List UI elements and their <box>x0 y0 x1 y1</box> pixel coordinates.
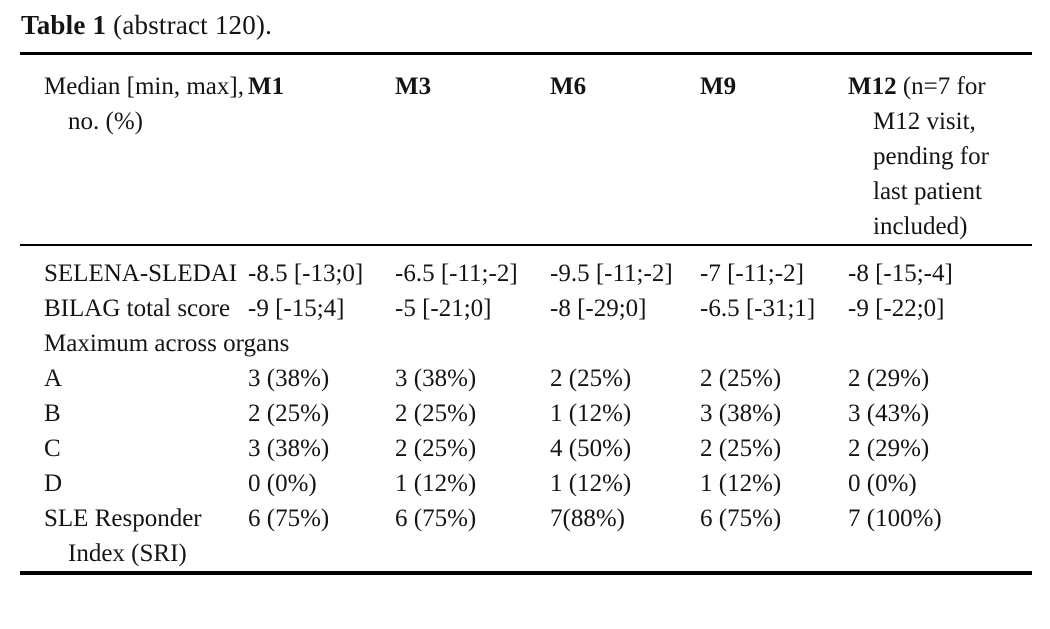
cell-value: 1 (12%) <box>550 400 632 427</box>
row-label: SELENA-SLEDAI <box>44 260 238 287</box>
cell-value: 7(88%) <box>550 505 625 532</box>
column-header-m1: M1 <box>248 53 395 246</box>
table-header: Median [min, max], no. (%) M1 M3 M6 M9 M… <box>20 53 1032 246</box>
table-body: SELENA-SLEDAI -8.5 [-13;0] -6.5 [-11;-2]… <box>20 245 1032 573</box>
cell-value: 4 (50%) <box>550 435 632 462</box>
cell-value: 0 (0%) <box>248 470 317 497</box>
cell-value: -5 [-21;0] <box>395 295 492 322</box>
cell-value: 2 (25%) <box>550 365 632 392</box>
cell-value: 1 (12%) <box>395 470 477 497</box>
row-label-span: Maximum across organs <box>44 330 290 357</box>
cell-value: 6 (75%) <box>248 505 330 532</box>
cell-value: 3 (38%) <box>248 365 330 392</box>
row-label: D <box>44 470 63 497</box>
cell-value: 3 (38%) <box>248 435 330 462</box>
cell-value: 3 (43%) <box>848 400 930 427</box>
cell-value: -8.5 [-13;0] <box>248 260 364 287</box>
cell-value: 2 (29%) <box>848 365 930 392</box>
cell-value: 6 (75%) <box>700 505 782 532</box>
cell-value: 2 (25%) <box>395 400 477 427</box>
cell-value: -9 [-22;0] <box>848 295 945 322</box>
cell-value: -9 [-15;4] <box>248 295 345 322</box>
row-label: C <box>44 435 61 462</box>
abstract-table: Median [min, max], no. (%) M1 M3 M6 M9 M… <box>20 52 1032 575</box>
table-row-maximum-across-organs: Maximum across organs <box>20 326 1032 361</box>
cell-value: 3 (38%) <box>700 400 782 427</box>
table-caption-text: (abstract 120). <box>113 10 273 40</box>
table-caption: Table 1 (abstract 120). <box>21 8 1032 42</box>
cell-value: 2 (25%) <box>395 435 477 462</box>
table-row-selena-sledai: SELENA-SLEDAI -8.5 [-13;0] -6.5 [-11;-2]… <box>20 245 1032 291</box>
cell-value: -8 [-15;-4] <box>848 260 953 287</box>
cell-value: 3 (38%) <box>395 365 477 392</box>
table-caption-number: Table 1 <box>21 10 107 40</box>
cell-value: 2 (25%) <box>700 365 782 392</box>
row-label: BILAG total score <box>44 295 231 322</box>
column-header-m3: M3 <box>395 53 550 246</box>
table-row-bilag-total-score: BILAG total score -9 [-15;4] -5 [-21;0] … <box>20 291 1032 326</box>
header-row: Median [min, max], no. (%) M1 M3 M6 M9 M… <box>20 53 1032 246</box>
cell-value: 2 (25%) <box>248 400 330 427</box>
column-header-m1-label: M1 <box>248 73 285 100</box>
cell-value: -7 [-11;-2] <box>700 260 804 287</box>
cell-value: 0 (0%) <box>848 470 917 497</box>
row-label: SLE Responder Index (SRI) <box>44 505 202 567</box>
row-label: A <box>44 365 63 392</box>
column-header-m12-label: M12 <box>848 73 897 100</box>
table-row-organ-d: D 0 (0%) 1 (12%) 1 (12%) 1 (12%) 0 (0%) <box>20 466 1032 501</box>
column-header-m12-note: (n=7 for M12 visit, pending for last pat… <box>873 73 989 240</box>
cell-value: 2 (29%) <box>848 435 930 462</box>
table-row-organ-b: B 2 (25%) 2 (25%) 1 (12%) 3 (38%) 3 (43%… <box>20 396 1032 431</box>
column-header-m3-label: M3 <box>395 73 432 100</box>
column-header-m6-label: M6 <box>550 73 587 100</box>
page: Table 1 (abstract 120). Median [min, max… <box>20 8 1032 575</box>
cell-value: 7 (100%) <box>848 505 942 532</box>
cell-value: 1 (12%) <box>700 470 782 497</box>
table-row-organ-c: C 3 (38%) 2 (25%) 4 (50%) 2 (25%) 2 (29%… <box>20 431 1032 466</box>
cell-value: -9.5 [-11;-2] <box>550 260 673 287</box>
cell-value: -6.5 [-31;1] <box>700 295 816 322</box>
table-row-organ-a: A 3 (38%) 3 (38%) 2 (25%) 2 (25%) 2 (29%… <box>20 361 1032 396</box>
cell-value: 1 (12%) <box>550 470 632 497</box>
cell-value: -8 [-29;0] <box>550 295 647 322</box>
column-header-m9: M9 <box>700 53 848 246</box>
cell-value: -6.5 [-11;-2] <box>395 260 518 287</box>
column-header-m9-label: M9 <box>700 73 737 100</box>
row-label: B <box>44 400 61 427</box>
column-header-m12: M12 (n=7 for M12 visit, pending for last… <box>848 53 1032 246</box>
cell-value: 6 (75%) <box>395 505 477 532</box>
header-stub-label: Median [min, max], no. (%) <box>20 53 248 246</box>
column-header-m6: M6 <box>550 53 700 246</box>
cell-value: 2 (25%) <box>700 435 782 462</box>
table-row-sle-responder-index: SLE Responder Index (SRI) 6 (75%) 6 (75%… <box>20 501 1032 573</box>
